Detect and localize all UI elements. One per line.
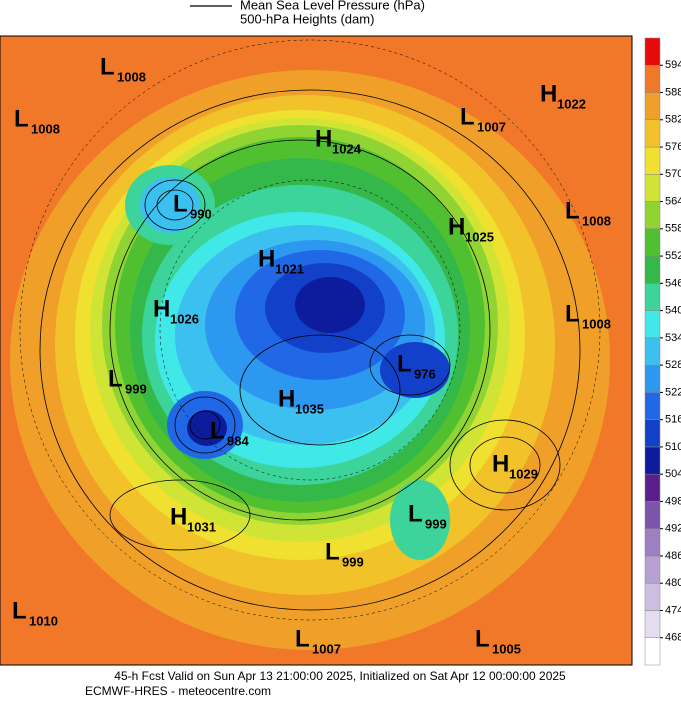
pressure-center-letter: H [315, 125, 332, 152]
pressure-center-letter: L [210, 417, 225, 444]
pressure-center-letter: H [278, 385, 295, 412]
colorbar-band [644, 637, 661, 666]
colorbar-band [644, 582, 661, 611]
pressure-center-letter: L [475, 625, 490, 652]
pressure-center-letter: L [397, 350, 412, 377]
pressure-center-value: 1035 [295, 401, 324, 416]
pressure-center-letter: L [12, 597, 27, 624]
colorbar-tick-label: 558 [665, 223, 681, 235]
pressure-center-value: 1007 [477, 119, 506, 134]
pressure-center-value: 1025 [465, 229, 494, 244]
colorbar-tick-label: 576 [665, 141, 681, 153]
colorbar-band [644, 419, 661, 448]
legend-entry: Mean Sea Level Pressure (hPa) [240, 0, 425, 12]
colorbar-tick-label: 582 [665, 114, 681, 126]
colorbar-band [644, 37, 661, 66]
colorbar-band [644, 92, 661, 121]
colorbar-band [644, 255, 661, 284]
colorbar-band [644, 610, 661, 638]
legend-entry: 500-hPa Heights (dam) [240, 11, 374, 26]
pressure-center-value: 1021 [275, 261, 304, 276]
pressure-center-value: 999 [342, 554, 364, 569]
colorbar-band [644, 337, 661, 366]
pressure-center-value: 1031 [187, 519, 216, 534]
pressure-center-value: 1005 [492, 641, 521, 656]
pressure-center-letter: H [540, 80, 557, 107]
pressure-center-letter: L [100, 53, 115, 80]
pressure-center-value: 984 [227, 433, 249, 448]
pressure-center-value: 1024 [332, 141, 362, 156]
colorbar-tick-label: 546 [665, 277, 681, 289]
colorbar-tick-label: 474 [665, 604, 681, 616]
map [0, 36, 632, 665]
colorbar-band [644, 119, 661, 148]
pressure-center-letter: H [258, 245, 275, 272]
pressure-center-value: 1007 [312, 641, 341, 656]
pressure-center-letter: L [565, 197, 580, 224]
colorbar-band [644, 392, 661, 420]
colorbar-tick-label: 588 [665, 86, 681, 98]
colorbar-tick-label: 486 [665, 550, 681, 562]
colorbar-band [644, 528, 661, 557]
pressure-center-letter: H [448, 213, 465, 240]
colorbar-band [644, 146, 661, 175]
colorbar-tick-label: 540 [665, 305, 681, 317]
pressure-center-letter: L [295, 625, 310, 652]
colorbar-tick-label: 492 [665, 523, 681, 535]
pressure-center-value: 1008 [31, 121, 60, 136]
colorbar-tick-label: 570 [665, 168, 681, 180]
pressure-center-value: 1008 [117, 69, 146, 84]
colorbar-band [644, 228, 661, 257]
colorbar-tick-label: 498 [665, 495, 681, 507]
pressure-center-letter: L [460, 103, 475, 130]
colorbar-band [644, 555, 661, 584]
colorbar-tick-label: 528 [665, 359, 681, 371]
pressure-center-value: 999 [125, 381, 147, 396]
pressure-center-letter: H [492, 450, 509, 477]
colorbar-tick-label: 594 [665, 59, 681, 71]
colorbar-band [644, 65, 661, 93]
colorbar-tick-label: 480 [665, 577, 681, 589]
pressure-center-letter: L [565, 300, 580, 327]
colorbar-band [644, 446, 661, 475]
colorbar-band [644, 283, 661, 311]
colorbar-band [644, 310, 661, 339]
pressure-center-letter: L [14, 105, 29, 132]
pressure-center-value: 1008 [582, 316, 611, 331]
colorbar-band [644, 201, 661, 230]
colorbar-band [644, 473, 661, 502]
colorbar-tick-label: 468 [665, 632, 681, 644]
pressure-center-letter: H [153, 295, 170, 322]
pressure-center-letter: L [325, 538, 340, 565]
colorbar-tick-label: 534 [665, 332, 681, 344]
pressure-center-value: 1008 [582, 213, 611, 228]
pressure-center-letter: L [408, 500, 423, 527]
colorbar-tick-label: 504 [665, 468, 681, 480]
colorbar-tick-label: 510 [665, 441, 681, 453]
colorbar-tick-label: 516 [665, 414, 681, 426]
pressure-center-value: 1029 [509, 466, 538, 481]
pressure-center-value: 1026 [170, 311, 199, 326]
footer-line: ECMWF-HRES - meteocentre.com [85, 684, 271, 698]
pressure-center-value: 990 [190, 206, 212, 221]
pressure-center-letter: H [170, 503, 187, 530]
map-frame [0, 35, 633, 666]
pressure-center-value: 1022 [557, 96, 586, 111]
colorbar-band [644, 174, 661, 202]
pressure-center-letter: L [173, 190, 188, 217]
colorbar-band [644, 364, 661, 393]
colorbar-tick-label: 522 [665, 386, 681, 398]
colorbar-band [644, 501, 661, 529]
footer-line: 45-h Fcst Valid on Sun Apr 13 21:00:00 2… [114, 669, 566, 683]
pressure-center-value: 999 [425, 516, 447, 531]
colorbar-tick-label: 564 [665, 195, 681, 207]
colorbar-tick-label: 552 [665, 250, 681, 262]
pressure-center-value: 976 [414, 366, 436, 381]
pressure-center-value: 1010 [29, 613, 58, 628]
pressure-center-letter: L [108, 365, 123, 392]
